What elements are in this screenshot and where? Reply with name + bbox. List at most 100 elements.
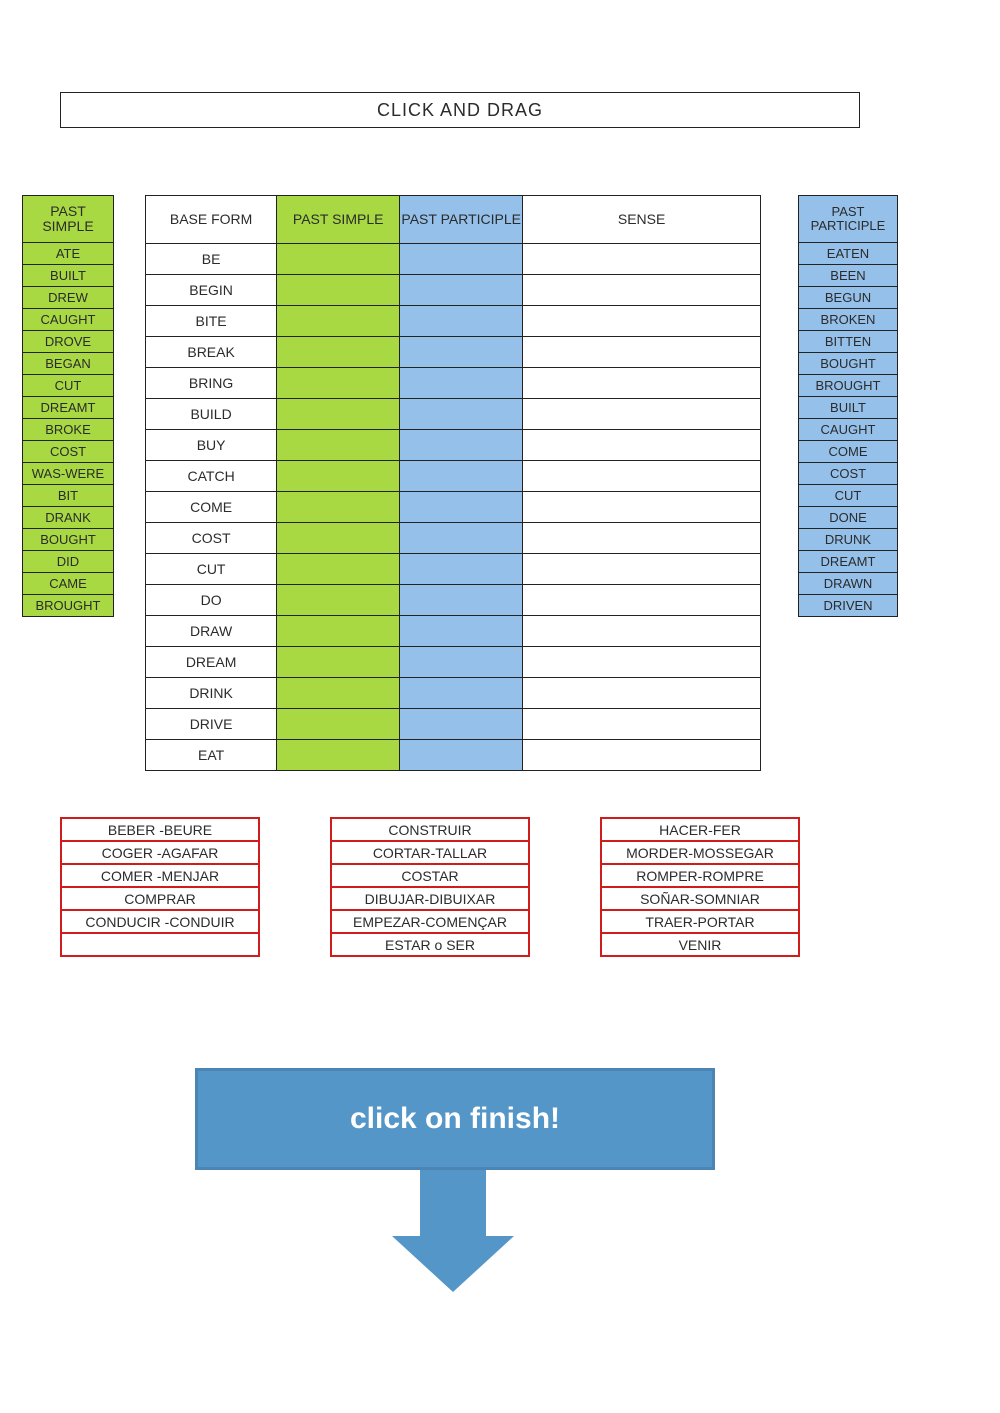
sense-tile[interactable]: MORDER-MOSSEGAR <box>600 840 800 865</box>
past-participle-tile[interactable]: BITTEN <box>798 331 898 353</box>
past-participle-dropzone[interactable] <box>400 709 523 740</box>
sense-tile[interactable]: ROMPER-ROMPRE <box>600 863 800 888</box>
sense-tile[interactable]: CONDUCIR -CONDUIR <box>60 909 260 934</box>
sense-tile[interactable]: COMER -MENJAR <box>60 863 260 888</box>
sense-dropzone[interactable] <box>523 709 761 740</box>
past-simple-dropzone[interactable] <box>277 523 400 554</box>
past-simple-dropzone[interactable] <box>277 430 400 461</box>
past-participle-dropzone[interactable] <box>400 678 523 709</box>
past-participle-tile[interactable]: EATEN <box>798 243 898 265</box>
sense-tile[interactable]: HACER-FER <box>600 817 800 842</box>
past-participle-dropzone[interactable] <box>400 275 523 306</box>
past-simple-tile[interactable]: BEGAN <box>22 353 114 375</box>
past-simple-dropzone[interactable] <box>277 616 400 647</box>
past-simple-dropzone[interactable] <box>277 554 400 585</box>
sense-dropzone[interactable] <box>523 554 761 585</box>
past-participle-dropzone[interactable] <box>400 430 523 461</box>
past-simple-dropzone[interactable] <box>277 678 400 709</box>
sense-dropzone[interactable] <box>523 461 761 492</box>
past-simple-dropzone[interactable] <box>277 709 400 740</box>
past-participle-dropzone[interactable] <box>400 740 523 771</box>
sense-dropzone[interactable] <box>523 430 761 461</box>
past-participle-tile[interactable]: BOUGHT <box>798 353 898 375</box>
past-participle-tile[interactable]: BROUGHT <box>798 375 898 397</box>
past-simple-dropzone[interactable] <box>277 244 400 275</box>
sense-dropzone[interactable] <box>523 368 761 399</box>
sense-dropzone[interactable] <box>523 306 761 337</box>
sense-dropzone[interactable] <box>523 244 761 275</box>
past-simple-dropzone[interactable] <box>277 585 400 616</box>
sense-tile[interactable]: COMPRAR <box>60 886 260 911</box>
past-simple-dropzone[interactable] <box>277 306 400 337</box>
past-participle-tile[interactable]: CUT <box>798 485 898 507</box>
past-participle-dropzone[interactable] <box>400 368 523 399</box>
past-simple-tile[interactable]: BUILT <box>22 265 114 287</box>
past-participle-tile[interactable]: COST <box>798 463 898 485</box>
sense-dropzone[interactable] <box>523 678 761 709</box>
sense-tile[interactable]: COSTAR <box>330 863 530 888</box>
past-participle-tile[interactable]: CAUGHT <box>798 419 898 441</box>
finish-banner[interactable]: click on finish! <box>195 1068 715 1170</box>
past-simple-dropzone[interactable] <box>277 647 400 678</box>
sense-tile[interactable]: VENIR <box>600 932 800 957</box>
sense-tile[interactable] <box>60 932 260 957</box>
past-participle-tile[interactable]: BUILT <box>798 397 898 419</box>
sense-dropzone[interactable] <box>523 492 761 523</box>
past-participle-tile[interactable]: DRUNK <box>798 529 898 551</box>
past-participle-dropzone[interactable] <box>400 244 523 275</box>
sense-dropzone[interactable] <box>523 647 761 678</box>
past-simple-tile[interactable]: BROUGHT <box>22 595 114 617</box>
past-participle-dropzone[interactable] <box>400 399 523 430</box>
past-simple-tile[interactable]: CAUGHT <box>22 309 114 331</box>
past-participle-dropzone[interactable] <box>400 554 523 585</box>
past-simple-dropzone[interactable] <box>277 337 400 368</box>
sense-tile[interactable]: CORTAR-TALLAR <box>330 840 530 865</box>
past-participle-dropzone[interactable] <box>400 306 523 337</box>
past-simple-tile[interactable]: ATE <box>22 243 114 265</box>
past-simple-tile[interactable]: COST <box>22 441 114 463</box>
past-participle-tile[interactable]: DRAWN <box>798 573 898 595</box>
past-participle-tile[interactable]: BEEN <box>798 265 898 287</box>
past-simple-tile[interactable]: DREAMT <box>22 397 114 419</box>
sense-dropzone[interactable] <box>523 523 761 554</box>
past-participle-dropzone[interactable] <box>400 523 523 554</box>
sense-dropzone[interactable] <box>523 616 761 647</box>
sense-tile[interactable]: SOÑAR-SOMNIAR <box>600 886 800 911</box>
past-simple-tile[interactable]: BOUGHT <box>22 529 114 551</box>
sense-dropzone[interactable] <box>523 337 761 368</box>
past-participle-tile[interactable]: DONE <box>798 507 898 529</box>
past-participle-tile[interactable]: DRIVEN <box>798 595 898 617</box>
sense-dropzone[interactable] <box>523 275 761 306</box>
sense-tile[interactable]: TRAER-PORTAR <box>600 909 800 934</box>
past-participle-dropzone[interactable] <box>400 647 523 678</box>
past-simple-tile[interactable]: DREW <box>22 287 114 309</box>
past-participle-dropzone[interactable] <box>400 337 523 368</box>
past-participle-dropzone[interactable] <box>400 585 523 616</box>
sense-dropzone[interactable] <box>523 399 761 430</box>
sense-dropzone[interactable] <box>523 740 761 771</box>
sense-tile[interactable]: DIBUJAR-DIBUIXAR <box>330 886 530 911</box>
sense-tile[interactable]: COGER -AGAFAR <box>60 840 260 865</box>
past-simple-dropzone[interactable] <box>277 399 400 430</box>
past-participle-tile[interactable]: DREAMT <box>798 551 898 573</box>
past-simple-dropzone[interactable] <box>277 492 400 523</box>
past-participle-dropzone[interactable] <box>400 461 523 492</box>
sense-tile[interactable]: CONSTRUIR <box>330 817 530 842</box>
past-simple-tile[interactable]: BIT <box>22 485 114 507</box>
past-simple-tile[interactable]: DROVE <box>22 331 114 353</box>
past-participle-tile[interactable]: BEGUN <box>798 287 898 309</box>
past-simple-tile[interactable]: CAME <box>22 573 114 595</box>
past-simple-tile[interactable]: DID <box>22 551 114 573</box>
past-participle-tile[interactable]: BROKEN <box>798 309 898 331</box>
past-simple-tile[interactable]: WAS-WERE <box>22 463 114 485</box>
sense-tile[interactable]: EMPEZAR-COMENÇAR <box>330 909 530 934</box>
sense-tile[interactable]: ESTAR o SER <box>330 932 530 957</box>
past-participle-tile[interactable]: COME <box>798 441 898 463</box>
past-simple-tile[interactable]: DRANK <box>22 507 114 529</box>
past-participle-dropzone[interactable] <box>400 492 523 523</box>
sense-dropzone[interactable] <box>523 585 761 616</box>
sense-tile[interactable]: BEBER -BEURE <box>60 817 260 842</box>
past-simple-dropzone[interactable] <box>277 275 400 306</box>
past-simple-dropzone[interactable] <box>277 368 400 399</box>
past-simple-tile[interactable]: BROKE <box>22 419 114 441</box>
